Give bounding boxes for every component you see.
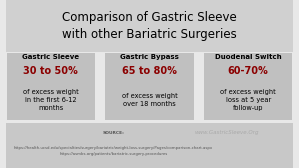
Text: of excess weight
loss at 5 year
follow-up: of excess weight loss at 5 year follow-u…	[220, 89, 276, 111]
FancyBboxPatch shape	[204, 53, 292, 120]
FancyBboxPatch shape	[106, 53, 194, 120]
FancyBboxPatch shape	[7, 53, 95, 120]
Text: https://health.ucsd.edu/specialties/surgery/bariatric/weight-loss-surgery/Pages/: https://health.ucsd.edu/specialties/surg…	[14, 146, 213, 156]
Text: 30 to 50%: 30 to 50%	[23, 66, 78, 76]
Text: Duodenal Switch: Duodenal Switch	[215, 54, 281, 60]
Text: of excess weight
over 18 months: of excess weight over 18 months	[122, 93, 177, 107]
Text: 60-70%: 60-70%	[228, 66, 269, 76]
Text: Gastric Bypass: Gastric Bypass	[120, 54, 179, 60]
Text: www.GastricSleeve.Org: www.GastricSleeve.Org	[195, 130, 260, 135]
Text: Comparison of Gastric Sleeve
with other Bariatric Surgeries: Comparison of Gastric Sleeve with other …	[62, 11, 237, 41]
Text: 65 to 80%: 65 to 80%	[122, 66, 177, 76]
FancyBboxPatch shape	[6, 123, 293, 168]
Text: of excess weight
in the first 6-12
months: of excess weight in the first 6-12 month…	[23, 89, 79, 111]
Text: SOURCE:: SOURCE:	[103, 131, 125, 135]
Text: Gastric Sleeve: Gastric Sleeve	[22, 54, 80, 60]
FancyBboxPatch shape	[6, 0, 293, 52]
